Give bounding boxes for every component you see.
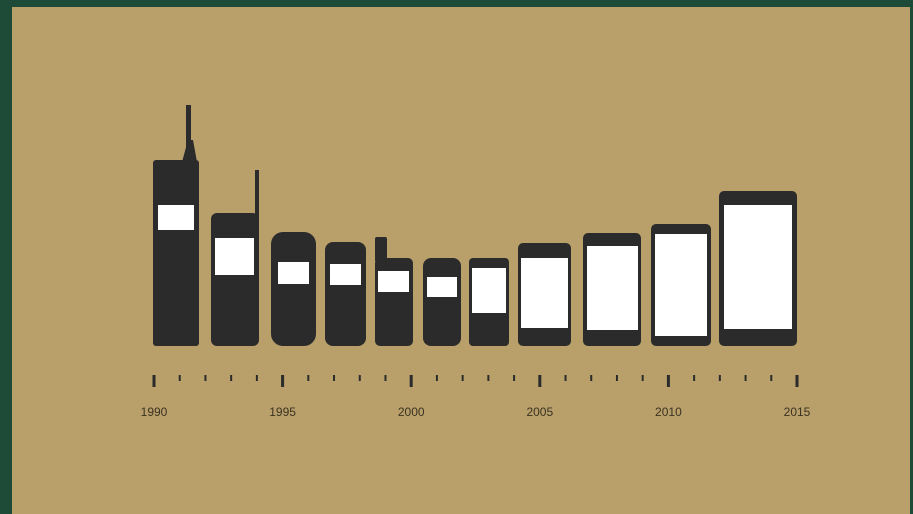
year-label: 1990 [141, 405, 168, 419]
year-label: 1995 [269, 405, 296, 419]
minor-tick [744, 375, 747, 381]
minor-tick [384, 375, 387, 381]
year-label: 2015 [784, 405, 811, 419]
major-tick [281, 375, 285, 387]
minor-tick [461, 375, 464, 381]
year-label: 2000 [398, 405, 425, 419]
minor-tick [770, 375, 773, 381]
minor-tick [564, 375, 567, 381]
antenna [255, 170, 259, 220]
phone-screen [472, 268, 506, 313]
antenna-base [182, 140, 197, 162]
phone-screen [278, 262, 309, 284]
year-label: 2005 [526, 405, 553, 419]
minor-tick [693, 375, 696, 381]
phone [211, 213, 259, 346]
major-tick [666, 375, 670, 387]
phone-screen [655, 234, 707, 336]
phone [423, 258, 461, 346]
minor-tick [590, 375, 593, 381]
minor-tick [255, 375, 258, 381]
antenna [186, 105, 191, 165]
phone-screen [587, 246, 638, 330]
phone [325, 242, 366, 346]
phone-screen [724, 205, 792, 329]
major-tick [538, 375, 542, 387]
phone-screen [330, 264, 361, 285]
phone [271, 232, 316, 346]
minor-tick [178, 375, 181, 381]
minor-tick [641, 375, 644, 381]
minor-tick [435, 375, 438, 381]
phone [153, 160, 199, 346]
minor-tick [718, 375, 721, 381]
phone-screen [378, 271, 409, 292]
phone-screen [427, 277, 457, 297]
minor-tick [204, 375, 207, 381]
minor-tick [333, 375, 336, 381]
major-tick [152, 375, 156, 387]
minor-tick [358, 375, 361, 381]
major-tick [795, 375, 799, 387]
minor-tick [230, 375, 233, 381]
timeline: 1990 1995 2000 2005 2010 2015 [141, 375, 811, 419]
minor-tick [487, 375, 490, 381]
major-tick [409, 375, 413, 387]
phones [153, 105, 797, 346]
minor-tick [615, 375, 618, 381]
antenna [375, 237, 387, 262]
phone-screen [158, 205, 194, 230]
year-label: 2010 [655, 405, 682, 419]
phone-screen [521, 258, 568, 328]
phone-screen [215, 238, 254, 275]
minor-tick [513, 375, 516, 381]
minor-tick [307, 375, 310, 381]
